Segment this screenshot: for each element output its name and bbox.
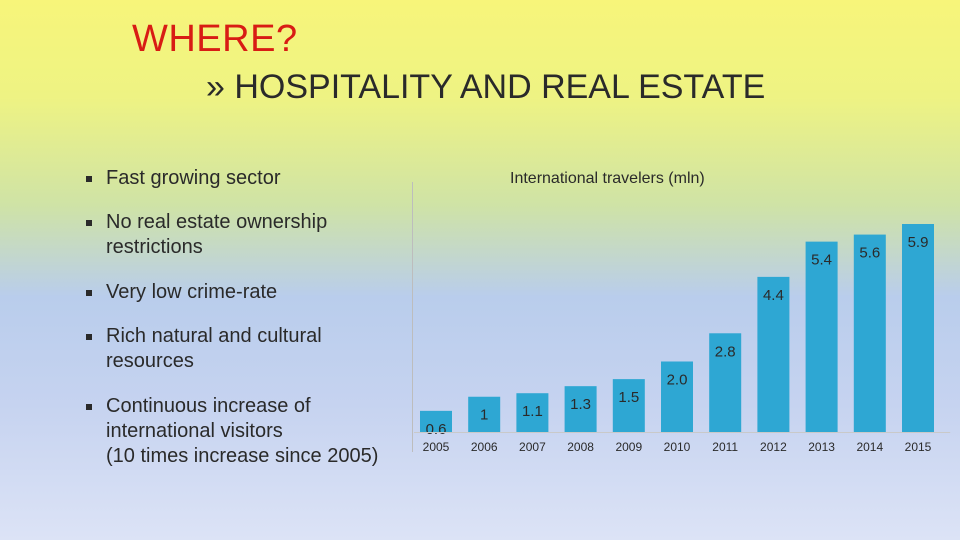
data-label-2008: 1.3 bbox=[570, 396, 591, 413]
bar-2005 bbox=[420, 410, 452, 432]
x-tick-label-2013: 2013 bbox=[808, 440, 835, 454]
bullet-marker bbox=[86, 334, 92, 340]
bullet-text: Fast growing sector bbox=[106, 167, 281, 189]
data-label-2006: 1 bbox=[480, 407, 488, 424]
column-divider bbox=[412, 182, 413, 452]
bar-2006 bbox=[468, 396, 501, 432]
data-label-2011: 2.8 bbox=[715, 343, 736, 360]
x-tick-label-2011: 2011 bbox=[712, 440, 738, 454]
bullet-marker bbox=[86, 290, 92, 296]
bullet-item: Very low crime-rate bbox=[86, 280, 406, 305]
data-label-2010: 2.0 bbox=[667, 371, 688, 388]
x-tick-label-2014: 2014 bbox=[856, 440, 883, 454]
bullet-item: Continuous increase of international vis… bbox=[86, 394, 406, 469]
data-label-2015: 5.9 bbox=[908, 234, 929, 251]
bullet-marker bbox=[86, 220, 92, 226]
bar-2009 bbox=[612, 379, 645, 432]
bullet-marker bbox=[86, 404, 92, 410]
data-label-2007: 1.1 bbox=[522, 403, 543, 420]
bar-2015 bbox=[902, 224, 934, 432]
x-tick-label-2012: 2012 bbox=[760, 440, 787, 454]
bar-2007 bbox=[516, 393, 549, 432]
x-tick-label-2009: 2009 bbox=[615, 440, 642, 454]
chart-title: International travelers (mln) bbox=[510, 170, 705, 187]
data-label-2009: 1.5 bbox=[618, 389, 639, 406]
x-tick-label-2007: 2007 bbox=[519, 440, 546, 454]
slide-title: WHERE? bbox=[132, 18, 298, 60]
x-tick-label-2010: 2010 bbox=[664, 440, 691, 454]
slide-subtitle: » HOSPITALITY AND REAL ESTATE bbox=[206, 68, 766, 106]
bullet-item: Rich natural and cultural resources bbox=[86, 324, 406, 374]
bar-2008 bbox=[564, 386, 597, 432]
bar-2011 bbox=[709, 333, 742, 432]
bar-2010 bbox=[661, 361, 693, 432]
bar-2013 bbox=[805, 241, 838, 432]
bar-2012 bbox=[757, 276, 790, 432]
bullet-text: Rich natural and cultural resources bbox=[106, 325, 322, 372]
bullet-marker bbox=[86, 176, 92, 182]
x-tick-label-2008: 2008 bbox=[567, 440, 594, 454]
bullet-item: Fast growing sector bbox=[86, 166, 406, 191]
data-label-2005: 0.6 bbox=[426, 421, 447, 438]
x-tick-label-2005: 2005 bbox=[423, 440, 450, 454]
bullet-text: Very low crime-rate bbox=[106, 281, 278, 303]
x-tick-label-2015: 2015 bbox=[905, 440, 932, 454]
data-label-2012: 4.4 bbox=[763, 287, 784, 304]
bullet-text: No real estate ownership restrictions bbox=[106, 211, 328, 258]
data-label-2013: 5.4 bbox=[811, 252, 832, 269]
x-tick-label-2006: 2006 bbox=[471, 440, 498, 454]
bar-2014 bbox=[853, 234, 886, 432]
bullet-item: No real estate ownership restrictions bbox=[86, 210, 406, 260]
bullet-text: Continuous increase of international vis… bbox=[106, 395, 379, 467]
data-label-2014: 5.6 bbox=[859, 245, 880, 262]
